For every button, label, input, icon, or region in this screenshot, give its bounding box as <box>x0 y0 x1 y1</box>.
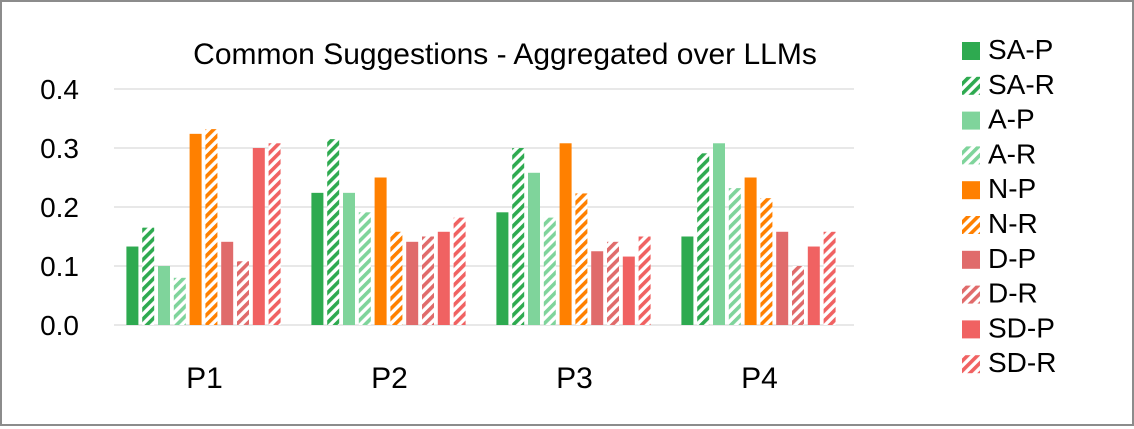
bar-p1-d-r <box>237 261 249 325</box>
bar-p3-sa-p <box>496 212 509 325</box>
y-tick-label: 0.3 <box>40 133 79 164</box>
bar-p4-n-p <box>744 177 757 325</box>
bar-p4-a-p <box>713 143 725 325</box>
bar-p2-a-p <box>343 192 355 325</box>
bar-p1-a-p <box>158 266 170 325</box>
legend-label-sa-r: SA-R <box>988 69 1055 100</box>
y-tick-label: 0.1 <box>40 251 79 282</box>
bar-p1-sa-r <box>142 227 155 325</box>
chart-title: Common Suggestions - Aggregated over LLM… <box>193 38 817 71</box>
bars <box>126 129 836 325</box>
legend: SA-P SA-R A-PA-R N-P N-R D-P D-RSD-P SD-R <box>962 34 1056 378</box>
bar-p2-sd-p <box>437 231 450 325</box>
x-tick-label-p3: P3 <box>556 362 593 395</box>
legend-label-sd-r: SD-R <box>988 347 1056 378</box>
bar-p4-sa-p <box>681 236 694 325</box>
y-tick-label: 0.2 <box>40 192 79 223</box>
legend-swatch-n-r <box>962 216 980 234</box>
bar-p3-d-r <box>607 241 619 325</box>
legend-swatch-d-r <box>962 285 980 304</box>
legend-swatch-n-p <box>962 181 980 200</box>
bar-p3-a-r <box>543 217 556 325</box>
bar-p3-sa-r <box>512 148 525 325</box>
bar-p2-d-r <box>422 236 434 325</box>
legend-label-sd-p: SD-P <box>988 312 1055 343</box>
legend-label-n-p: N-P <box>988 173 1036 204</box>
x-axis-tick-labels: P1 P2 P3 P4 <box>186 362 778 395</box>
bar-p2-d-p <box>406 241 419 325</box>
bar-p4-a-r <box>728 188 741 325</box>
bar-p3-d-p <box>591 251 604 325</box>
legend-swatch-sa-p <box>962 42 980 60</box>
legend-swatch-sa-r <box>962 76 980 95</box>
x-tick-label-p4: P4 <box>741 362 778 395</box>
bar-p1-n-r <box>205 129 218 325</box>
bar-p2-sa-r <box>327 139 340 325</box>
bar-p2-a-r <box>358 212 371 325</box>
bar-p2-sd-r <box>453 217 466 325</box>
legend-swatch-sd-r <box>962 355 980 374</box>
legend-label-n-r: N-R <box>988 208 1038 239</box>
bar-p4-d-p <box>776 231 789 325</box>
x-tick-label-p1: P1 <box>186 362 223 395</box>
bar-p4-sa-r <box>697 153 710 325</box>
bar-p1-a-r <box>173 277 186 325</box>
bar-p1-n-p <box>189 133 202 325</box>
legend-label-a-p: A-P <box>988 104 1035 135</box>
bar-p3-n-p <box>559 143 572 325</box>
bar-p3-n-r <box>575 193 588 325</box>
legend-label-d-r: D-R <box>988 278 1038 309</box>
bar-p4-d-r <box>792 266 804 325</box>
legend-swatch-a-r <box>962 146 980 165</box>
bar-p3-a-p <box>528 172 540 325</box>
legend-label-sa-p: SA-P <box>988 34 1053 65</box>
bar-p1-sa-p <box>126 246 139 325</box>
bar-p4-n-r <box>760 198 773 325</box>
legend-swatch-a-p <box>962 111 980 130</box>
y-tick-label: 0.4 <box>40 74 79 105</box>
legend-swatch-d-p <box>962 250 980 269</box>
x-tick-label-p2: P2 <box>371 362 408 395</box>
bar-p2-n-p <box>374 177 387 325</box>
legend-label-d-p: D-P <box>988 243 1036 274</box>
bar-p1-d-p <box>221 241 234 325</box>
bar-p2-sa-p <box>311 192 324 325</box>
bar-p2-n-r <box>390 231 403 325</box>
legend-label-a-r: A-R <box>988 138 1036 169</box>
bar-p4-sd-r <box>823 231 836 325</box>
y-tick-label: 0.0 <box>40 310 79 341</box>
bar-p3-sd-r <box>638 236 651 325</box>
bar-p1-sd-r <box>268 143 281 325</box>
y-axis-tick-labels: 0.0 0.1 0.2 0.3 0.4 <box>40 74 79 341</box>
bar-p3-sd-p <box>622 256 635 325</box>
legend-swatch-sd-p <box>962 320 980 339</box>
bar-p4-sd-p <box>807 246 820 325</box>
bar-p1-sd-p <box>252 148 265 325</box>
